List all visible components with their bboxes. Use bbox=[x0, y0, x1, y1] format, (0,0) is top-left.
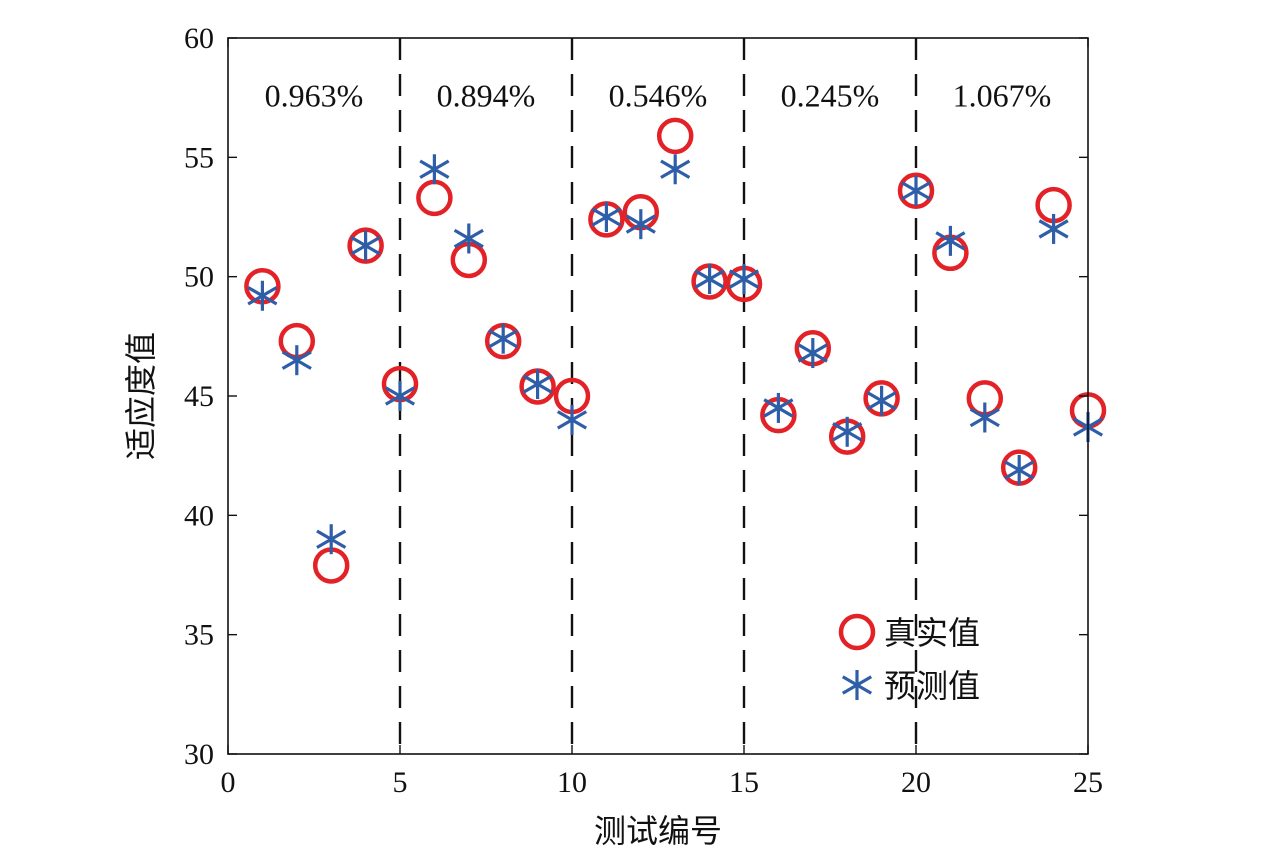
predicted-value-point bbox=[488, 323, 519, 354]
legend-pred-marker bbox=[841, 670, 873, 700]
predicted-value-point bbox=[350, 230, 381, 261]
legend-true-marker bbox=[838, 613, 876, 651]
predicted-value-point bbox=[797, 338, 828, 369]
x-tick-label: 20 bbox=[901, 766, 931, 799]
predicted-value-point bbox=[556, 404, 588, 435]
predicted-value-point bbox=[832, 416, 863, 447]
predicted-value-point bbox=[866, 385, 897, 416]
predicted-value-point bbox=[969, 402, 1000, 433]
error-annotation: 0.894% bbox=[437, 77, 536, 113]
error-annotation: 0.546% bbox=[609, 77, 708, 113]
true-value-point bbox=[347, 227, 384, 264]
true-value-point bbox=[312, 547, 350, 584]
series-predicted-values bbox=[247, 154, 1104, 555]
true-value-point bbox=[656, 117, 694, 155]
x-tick-label: 25 bbox=[1073, 766, 1103, 799]
separator-lines bbox=[398, 38, 918, 754]
predicted-value-point bbox=[522, 369, 553, 400]
legend-pred-label: 预测值 bbox=[884, 668, 980, 704]
x-axis-title: 测试编号 bbox=[594, 813, 722, 849]
x-tick-label: 5 bbox=[393, 766, 408, 799]
y-tick-label: 55 bbox=[184, 141, 214, 174]
y-tick-label: 60 bbox=[184, 22, 214, 55]
error-annotation: 0.963% bbox=[265, 77, 364, 113]
y-tick-label: 40 bbox=[184, 499, 214, 532]
x-tick-label: 15 bbox=[729, 766, 759, 799]
predicted-value-point bbox=[763, 392, 794, 423]
predicted-value-point bbox=[900, 175, 932, 206]
error-annotations: 0.963% 0.894% 0.546% 0.245% 1.067% bbox=[265, 77, 1052, 113]
error-annotation: 0.245% bbox=[781, 77, 880, 113]
series-true-values bbox=[244, 117, 1107, 584]
y-tick-label: 50 bbox=[184, 261, 214, 294]
predicted-value-point bbox=[591, 202, 622, 232]
predicted-value-point bbox=[625, 209, 656, 240]
predicted-value-point bbox=[419, 154, 450, 185]
true-value-point bbox=[897, 172, 935, 209]
predicted-value-point bbox=[453, 223, 484, 254]
axes: 0 5 10 15 20 25 30 35 40 45 50 55 60 bbox=[184, 22, 1103, 799]
error-annotation: 1.067% bbox=[953, 77, 1052, 113]
predicted-value-point bbox=[660, 154, 691, 185]
y-axis-title: 适应度值 bbox=[123, 332, 159, 460]
predicted-value-point bbox=[384, 381, 416, 411]
predicted-value-point bbox=[281, 345, 312, 376]
y-tick-label: 35 bbox=[184, 619, 214, 652]
predicted-value-point bbox=[935, 225, 966, 256]
x-tick-label: 10 bbox=[557, 766, 587, 799]
predicted-value-point bbox=[694, 264, 725, 295]
predicted-value-point bbox=[1004, 454, 1035, 485]
predicted-value-point bbox=[316, 524, 347, 555]
y-tick-label: 30 bbox=[184, 738, 214, 771]
y-tick-label: 45 bbox=[184, 380, 214, 413]
legend-true-label: 真实值 bbox=[884, 615, 980, 651]
true-value-point bbox=[416, 179, 453, 217]
predicted-value-point bbox=[1038, 213, 1069, 244]
x-tick-label: 0 bbox=[221, 766, 236, 799]
predicted-value-point bbox=[728, 264, 760, 295]
predicted-value-point bbox=[247, 280, 278, 311]
